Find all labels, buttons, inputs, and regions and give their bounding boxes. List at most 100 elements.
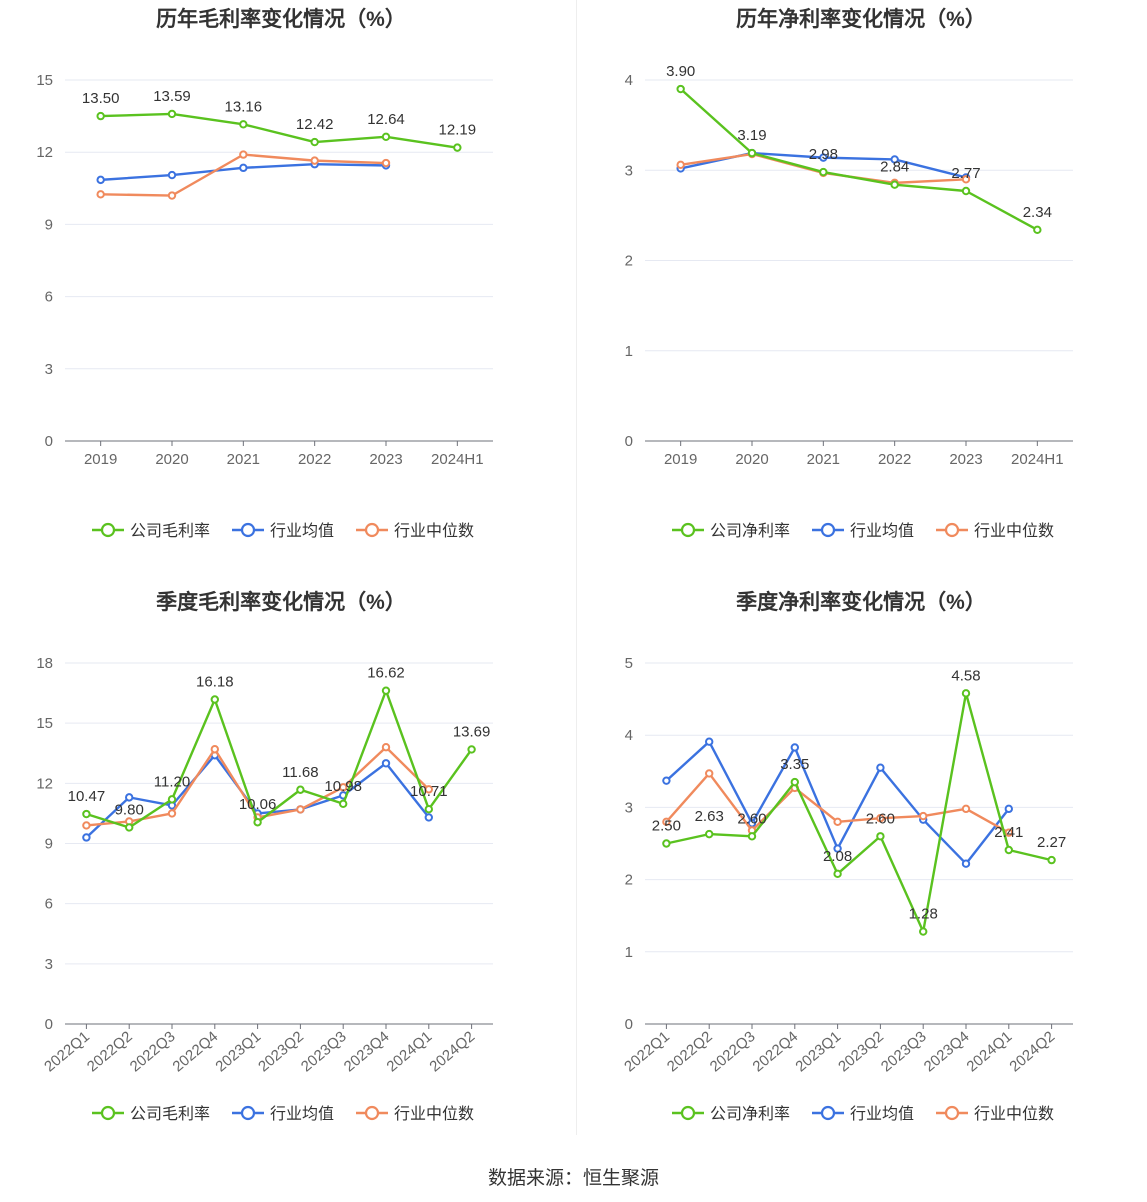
avg-data-point[interactable] [662, 776, 671, 785]
median-data-point[interactable] [381, 743, 391, 752]
avg-data-point[interactable] [890, 155, 899, 164]
avg-data-point[interactable] [381, 759, 391, 768]
avg-data-point[interactable] [167, 170, 177, 180]
legend-swatch-marker [100, 522, 116, 538]
avg-data-point[interactable] [125, 793, 134, 802]
legend-item-company[interactable]: 公司毛利率 [92, 522, 210, 540]
company-data-point[interactable] [705, 829, 714, 839]
median-data-point[interactable] [961, 804, 971, 814]
company-data-point[interactable] [676, 84, 685, 94]
x-tick-label: 2021 [807, 451, 840, 468]
company-data-point[interactable] [424, 805, 433, 814]
data-label: 2.08 [823, 848, 852, 865]
company-data-point[interactable] [1047, 855, 1056, 865]
median-data-point[interactable] [96, 190, 105, 199]
median-data-point[interactable] [239, 150, 248, 159]
company-data-point[interactable] [662, 839, 671, 848]
avg-data-point[interactable] [876, 763, 885, 772]
company-data-point[interactable] [747, 148, 757, 158]
legend-item-median[interactable]: 行业中位数 [936, 1105, 1054, 1123]
x-tick-label: 2021 [227, 451, 260, 468]
company-data-point[interactable] [253, 818, 262, 827]
company-data-point[interactable] [239, 120, 248, 129]
legend-item-avg[interactable]: 行业均值 [812, 1105, 914, 1123]
median-series-line [100, 153, 387, 197]
company-data-point[interactable] [96, 111, 105, 121]
avg-data-point[interactable] [790, 743, 800, 752]
avg-data-point[interactable] [1004, 804, 1013, 814]
company-data-point[interactable] [381, 132, 391, 141]
y-tick-label: 6 [45, 896, 53, 913]
x-tick-label: 2022Q3 [127, 1028, 179, 1075]
median-data-point[interactable] [82, 821, 91, 830]
company-data-point[interactable] [125, 823, 134, 832]
y-tick-label: 0 [625, 1016, 633, 1033]
company-data-point[interactable] [1033, 225, 1042, 235]
legend-item-company[interactable]: 公司毛利率 [92, 1105, 210, 1123]
company-data-point[interactable] [747, 832, 757, 841]
company-data-point[interactable] [339, 799, 348, 808]
legend-item-median[interactable]: 行业中位数 [936, 522, 1054, 540]
legend-item-median[interactable]: 行业中位数 [356, 1105, 474, 1123]
median-data-point[interactable] [833, 817, 842, 827]
company-data-point[interactable] [790, 777, 800, 787]
median-data-point[interactable] [167, 191, 177, 200]
x-tick-label: 2023Q4 [341, 1028, 393, 1075]
company-data-point[interactable] [876, 832, 885, 841]
avg-data-point[interactable] [424, 813, 433, 822]
company-data-point[interactable] [167, 795, 177, 804]
legend-item-company[interactable]: 公司净利率 [672, 1105, 790, 1123]
median-data-point[interactable] [210, 745, 220, 754]
company-data-point[interactable] [833, 869, 842, 879]
median-data-point[interactable] [339, 783, 348, 792]
legend-item-avg[interactable]: 行业均值 [232, 522, 334, 540]
legend-item-company[interactable]: 公司净利率 [672, 522, 790, 540]
y-tick-label: 3 [45, 956, 53, 973]
avg-data-point[interactable] [819, 153, 828, 162]
x-tick-label: 2024H1 [431, 451, 484, 468]
data-label: 9.80 [115, 801, 144, 818]
company-data-point[interactable] [82, 809, 91, 819]
company-data-point[interactable] [310, 137, 319, 147]
median-data-point[interactable] [1004, 828, 1013, 837]
median-data-point[interactable] [296, 805, 305, 814]
avg-data-point[interactable] [961, 859, 971, 868]
x-tick-label: 2024Q1 [384, 1028, 436, 1075]
company-data-point[interactable] [210, 695, 220, 704]
company-series-line [666, 692, 1052, 933]
median-data-point[interactable] [676, 160, 685, 170]
median-data-point[interactable] [167, 809, 177, 818]
company-data-point[interactable] [890, 180, 899, 189]
company-data-point[interactable] [819, 167, 828, 177]
company-data-point[interactable] [919, 927, 928, 936]
avg-data-point[interactable] [833, 844, 842, 853]
median-data-point[interactable] [381, 158, 391, 168]
avg-data-point[interactable] [239, 163, 248, 173]
data-label: 4.58 [951, 667, 980, 684]
data-label: 11.20 [154, 773, 190, 790]
company-data-point[interactable] [961, 186, 971, 196]
legend-item-median[interactable]: 行业中位数 [356, 522, 474, 540]
avg-data-point[interactable] [96, 175, 105, 185]
avg-data-point[interactable] [82, 833, 91, 842]
company-data-point[interactable] [167, 109, 177, 119]
median-data-point[interactable] [310, 156, 319, 165]
company-data-point[interactable] [296, 785, 305, 794]
avg-data-point[interactable] [705, 737, 714, 746]
median-data-point[interactable] [876, 814, 885, 823]
median-data-point[interactable] [705, 769, 714, 778]
company-data-point[interactable] [961, 689, 971, 698]
x-tick-label: 2022Q1 [621, 1028, 673, 1075]
median-data-point[interactable] [662, 817, 671, 827]
median-data-point[interactable] [919, 811, 928, 821]
median-data-point[interactable] [961, 175, 971, 184]
company-data-point[interactable] [467, 745, 476, 754]
legend-item-avg[interactable]: 行业均值 [232, 1105, 334, 1123]
company-data-point[interactable] [381, 686, 391, 695]
company-data-point[interactable] [1004, 845, 1013, 855]
legend-item-avg[interactable]: 行业均值 [812, 522, 914, 540]
company-data-point[interactable] [453, 143, 462, 152]
data-label: 3.19 [737, 127, 766, 144]
y-tick-label: 15 [36, 72, 53, 89]
median-data-point[interactable] [424, 785, 433, 794]
